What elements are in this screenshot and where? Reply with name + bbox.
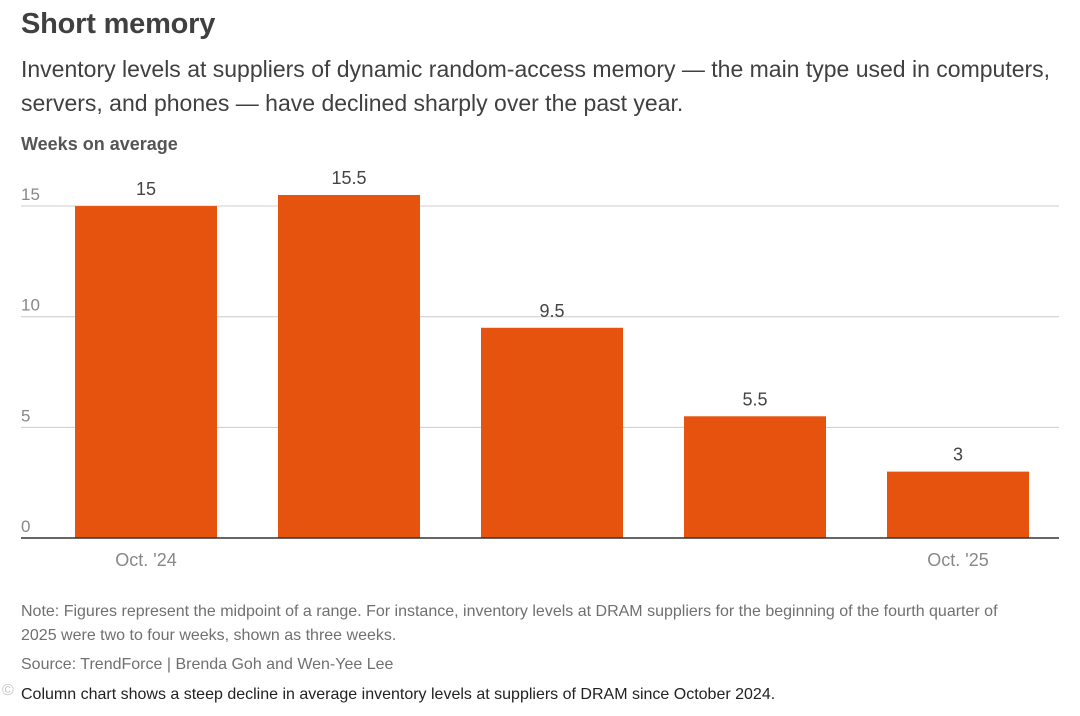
bar-value-label: 9.5 [539,301,564,321]
bar [887,471,1029,538]
bar [75,206,217,539]
bar [481,327,623,538]
bar [278,194,420,539]
bar-value-label: 3 [953,445,963,465]
x-tick-label: Oct. '24 [115,550,176,570]
y-axis-units-label: Weeks on average [21,134,178,154]
y-tick-label: 10 [21,296,40,315]
watermark: © [2,682,14,699]
bar-chart: 0 5 10 15 15 Oct. '24 15.5 9.5 5.5 3 Oct. '25 [21,168,1059,570]
bar-value-label: 15 [136,179,156,199]
bar [684,416,826,538]
chart-source: Source: TrendForce | Brenda Goh and Wen-… [21,656,394,673]
chart-title: Short memory [21,8,216,40]
chart-note: Note: Figures represent the midpoint of … [21,603,998,644]
y-tick-label: 5 [21,406,30,425]
chart-alt-text: Column chart shows a steep decline in av… [21,686,776,703]
y-tick-label: 15 [21,185,40,204]
chart-subtitle: Inventory levels at suppliers of dynamic… [21,56,1051,116]
x-tick-label: Oct. '25 [927,550,988,570]
bar-value-label: 5.5 [742,389,767,409]
y-tick-label: 0 [21,517,30,536]
bar-value-label: 15.5 [331,168,366,188]
